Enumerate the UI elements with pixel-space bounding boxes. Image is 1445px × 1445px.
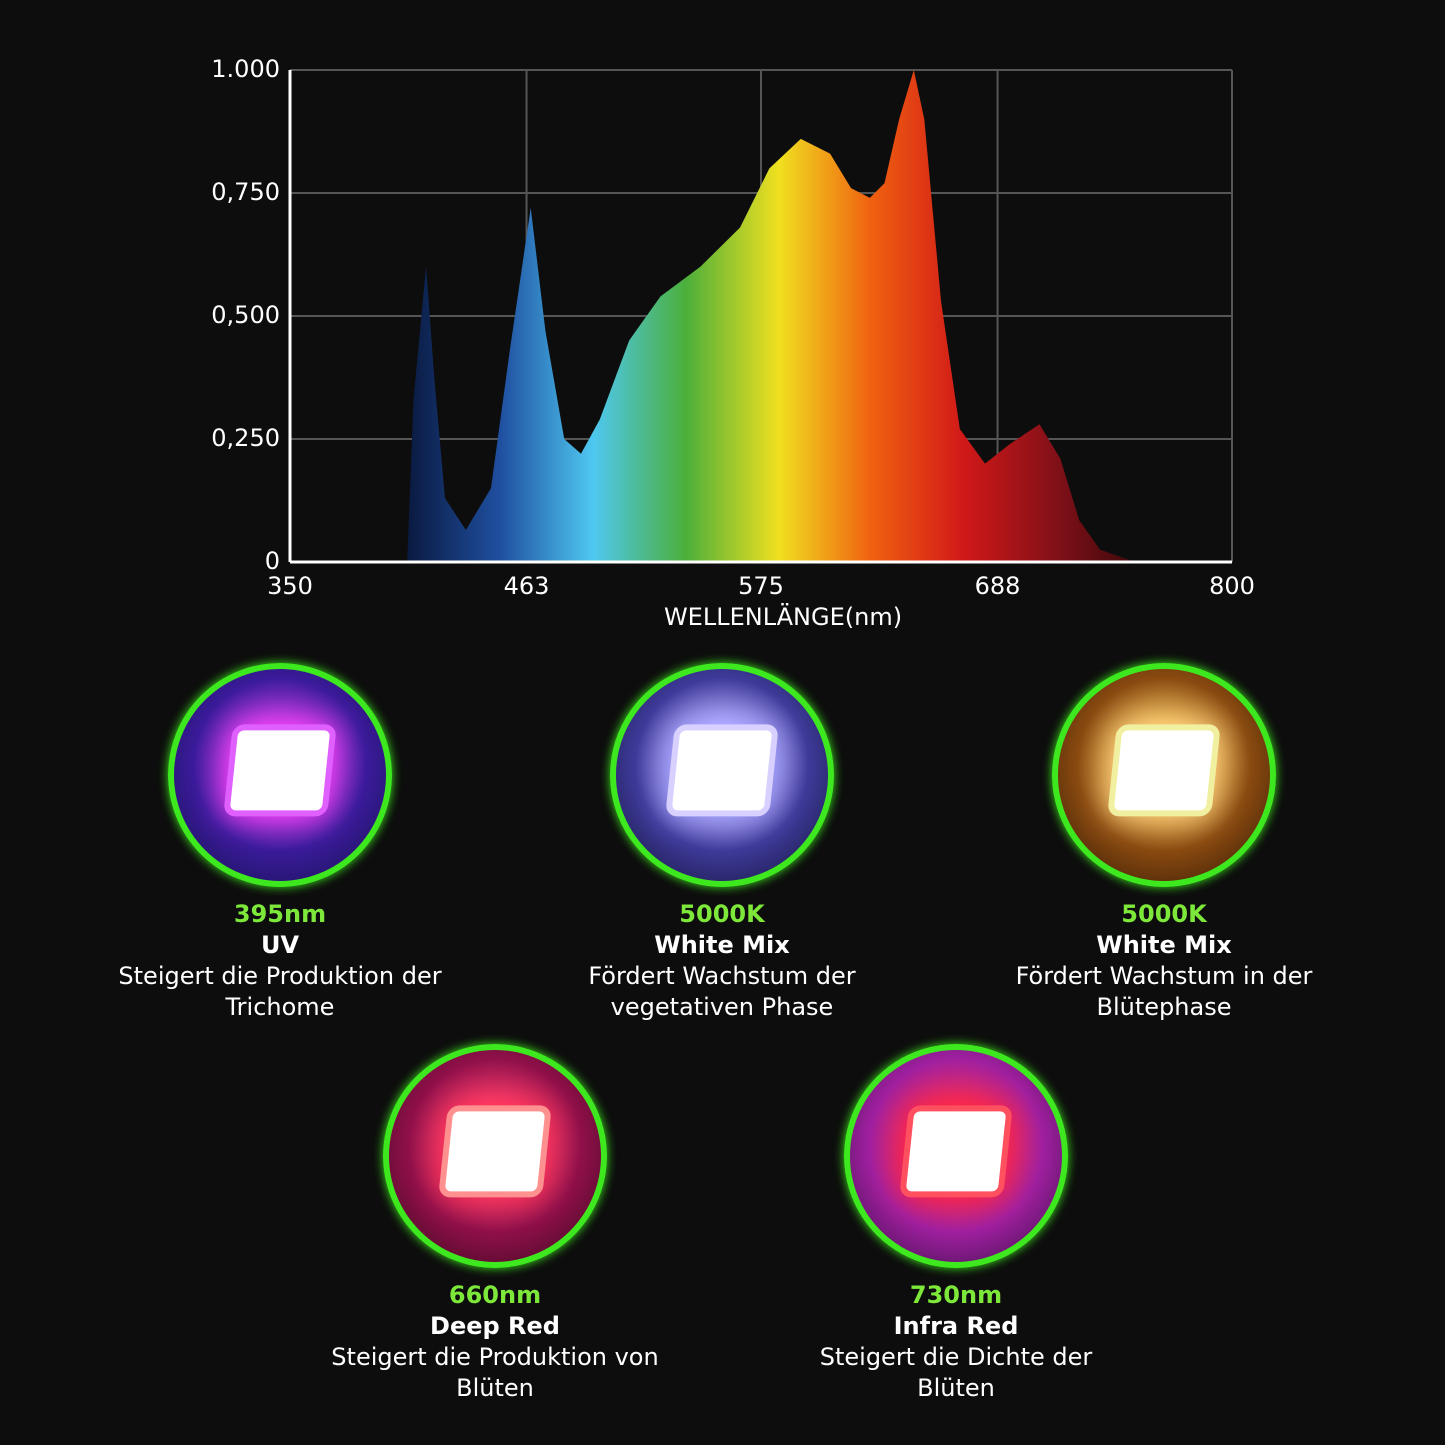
led-desc: Fördert Wachstum der [588, 962, 856, 990]
x-tick-label: 800 [1209, 572, 1255, 600]
led-label: 5000K [1121, 900, 1207, 928]
led-label: 395nm [233, 900, 327, 928]
led-chip [899, 1105, 1013, 1198]
led-desc: Steigert die Produktion von [331, 1343, 659, 1371]
led-card: 660nm Deep Red Steigert die Produktion v… [275, 1044, 715, 1404]
led-chip [1107, 724, 1221, 817]
led-desc: Fördert Wachstum in der [1015, 962, 1313, 990]
led-label: 5000K [679, 900, 765, 928]
led-desc: vegetativen Phase [610, 993, 834, 1021]
led-card: 395nm UV Steigert die Produktion der Tri… [60, 663, 500, 1023]
y-tick-label: 0,250 [211, 424, 280, 452]
led-desc: Blüten [456, 1374, 534, 1402]
led-desc: Steigert die Dichte der [819, 1343, 1093, 1371]
led-chip [438, 1105, 552, 1198]
led-name: UV [260, 931, 300, 959]
led-image [383, 1044, 607, 1268]
led-desc: Blütephase [1096, 993, 1232, 1021]
led-card: 5000K White Mix Fördert Wachstum der veg… [502, 663, 942, 1023]
x-tick-label: 463 [504, 572, 550, 600]
led-desc: Blüten [917, 1374, 995, 1402]
led-name: White Mix [654, 931, 790, 959]
led-image [1052, 663, 1276, 887]
led-label: 660nm [448, 1281, 542, 1309]
y-tick-label: 0,750 [211, 178, 280, 206]
led-name: White Mix [1096, 931, 1232, 959]
led-desc: Trichome [225, 993, 335, 1021]
x-tick-label: 688 [975, 572, 1021, 600]
led-card: 5000K White Mix Fördert Wachstum in der … [944, 663, 1384, 1023]
x-tick-label: 575 [738, 572, 784, 600]
x-axis-label: WELLENLÄNGE(nm) [664, 602, 902, 631]
led-chip [223, 724, 337, 817]
y-tick-label: 1.000 [211, 55, 280, 83]
led-image [168, 663, 392, 887]
led-name: Deep Red [430, 1312, 560, 1340]
led-chip [665, 724, 779, 817]
spectrum-area [407, 70, 1151, 562]
led-image [844, 1044, 1068, 1268]
led-desc: Steigert die Produktion der [118, 962, 442, 990]
led-card: 730nm Infra Red Steigert die Dichte der … [736, 1044, 1176, 1404]
led-name: Infra Red [893, 1312, 1019, 1340]
led-label: 730nm [909, 1281, 1003, 1309]
chart: WELLENLÄNGE(nm) 0 0,250 0,500 0,750 1.000 350… [211, 55, 1255, 631]
y-tick-label: 0 [265, 547, 280, 575]
led-image [610, 663, 834, 887]
y-tick-label: 0,500 [211, 301, 280, 329]
x-tick-label: 350 [267, 572, 313, 600]
